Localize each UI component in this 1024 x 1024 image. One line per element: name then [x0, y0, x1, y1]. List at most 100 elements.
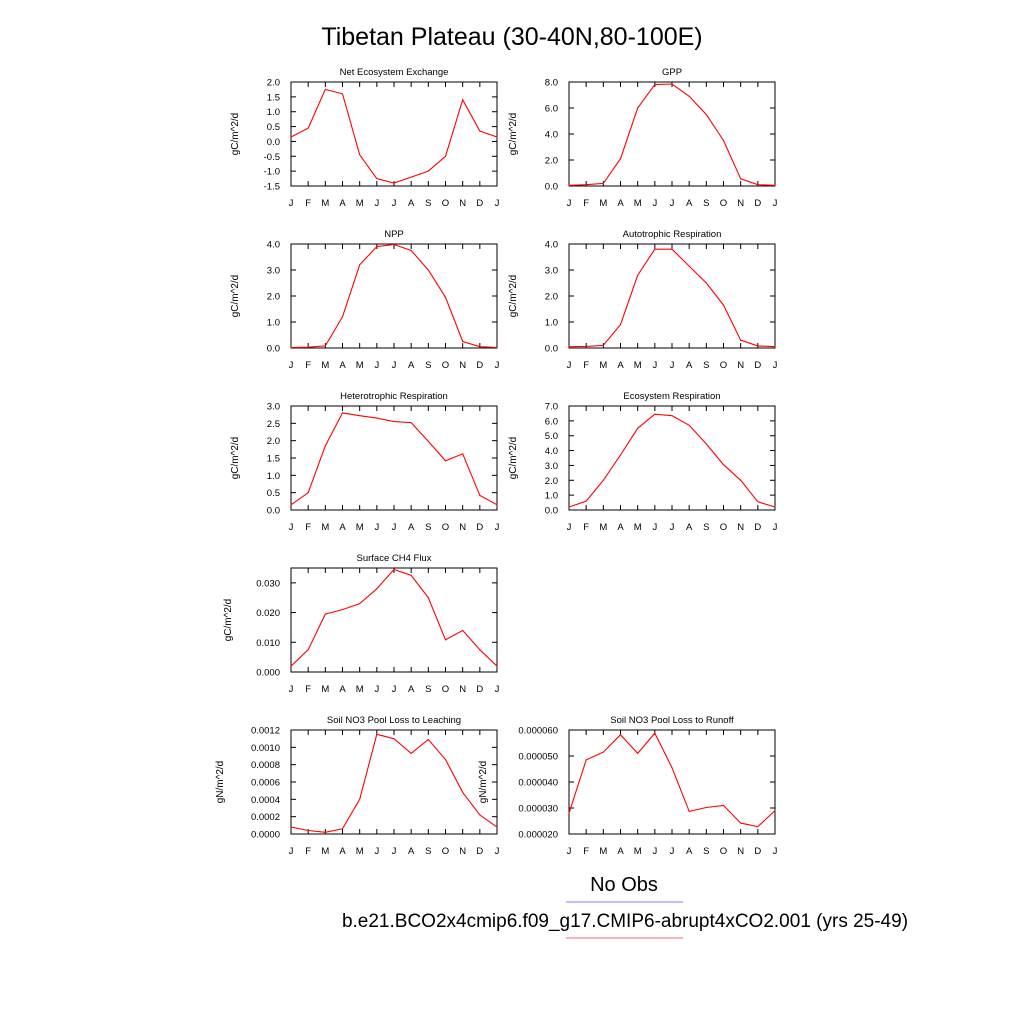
x-tick-label: O	[442, 360, 449, 371]
x-tick-label: A	[408, 846, 415, 857]
x-tick-label: J	[374, 360, 379, 371]
panel-title: NPP	[384, 229, 404, 240]
data-point	[774, 346, 776, 348]
data-point	[410, 422, 412, 424]
y-axis-label: gC/m^2/d	[230, 275, 241, 318]
data-point	[462, 791, 464, 793]
x-tick-label: J	[652, 522, 657, 533]
x-tick-label: D	[476, 522, 483, 533]
x-tick-label: F	[583, 522, 589, 533]
y-tick-label: 5.0	[545, 431, 558, 442]
series-line	[290, 568, 498, 667]
data-point	[723, 304, 724, 306]
data-point	[496, 504, 498, 506]
y-tick-label: 2.0	[545, 156, 558, 167]
y-tick-label: 3.0	[545, 461, 558, 472]
x-tick-label: J	[289, 522, 294, 533]
x-tick-label: A	[339, 198, 346, 209]
x-tick-label: A	[339, 684, 346, 695]
data-point	[568, 506, 570, 508]
x-tick-label: J	[392, 522, 397, 533]
data-point	[376, 588, 378, 590]
x-tick-label: N	[737, 522, 744, 533]
data-point	[307, 649, 309, 651]
data-point	[654, 413, 656, 415]
x-tick-label: J	[670, 846, 675, 857]
x-tick-label: D	[754, 522, 761, 533]
data-point	[654, 732, 656, 734]
data-point	[496, 826, 498, 828]
data-point	[688, 265, 690, 267]
data-point	[393, 568, 395, 570]
y-tick-label: 2.5	[267, 419, 280, 430]
x-tick-label: J	[773, 522, 778, 533]
y-axis-label: gC/m^2/d	[508, 113, 519, 156]
panel-title: Soil NO3 Pool Loss to Leaching	[327, 715, 461, 726]
data-point	[462, 99, 464, 101]
x-tick-label: A	[686, 522, 693, 533]
data-point	[462, 629, 464, 631]
data-point	[637, 427, 639, 429]
x-tick-label: J	[773, 198, 778, 209]
series-line	[568, 732, 776, 828]
x-tick-label: D	[476, 360, 483, 371]
data-point	[637, 107, 639, 109]
data-point	[774, 184, 776, 186]
x-tick-label: S	[703, 522, 709, 533]
x-tick-label: J	[567, 198, 572, 209]
y-tick-label: 4.0	[545, 130, 558, 141]
data-point	[723, 140, 724, 141]
x-tick-label: A	[339, 522, 346, 533]
x-tick-label: O	[442, 684, 449, 695]
x-tick-label: J	[652, 198, 657, 209]
data-point	[496, 665, 498, 667]
data-point	[445, 639, 446, 641]
data-point	[462, 453, 464, 455]
y-tick-label: 7.0	[545, 402, 558, 413]
data-point	[496, 346, 498, 348]
x-tick-label: M	[356, 198, 364, 209]
y-tick-label: 2.0	[267, 78, 280, 89]
panel-title: GPP	[662, 67, 682, 78]
y-tick-label: 4.0	[545, 446, 558, 457]
data-point	[620, 734, 621, 736]
x-tick-label: S	[425, 684, 431, 695]
y-tick-label: 1.5	[267, 92, 280, 103]
y-tick-label: 0.5	[267, 488, 280, 499]
plot-frame	[568, 243, 776, 349]
x-tick-label: N	[459, 684, 466, 695]
x-tick-label: J	[652, 846, 657, 857]
data-point	[342, 316, 343, 318]
x-tick-label: D	[754, 846, 761, 857]
x-tick-label: J	[374, 684, 379, 695]
x-tick-label: J	[495, 198, 500, 209]
x-tick-label: M	[634, 522, 642, 533]
x-tick-label: J	[495, 846, 500, 857]
data-point	[568, 812, 570, 814]
data-point	[723, 804, 724, 806]
data-point	[290, 665, 292, 667]
plot-frame	[290, 729, 498, 835]
x-tick-label: M	[356, 846, 364, 857]
y-tick-label: 0.030	[256, 578, 280, 589]
x-tick-label: D	[476, 198, 483, 209]
y-tick-label: -1.0	[264, 167, 280, 178]
y-tick-label: 0.0000	[251, 830, 280, 841]
x-tick-label: F	[305, 684, 311, 695]
data-point	[654, 248, 656, 250]
data-point	[427, 597, 429, 599]
x-tick-label: M	[356, 522, 364, 533]
data-point	[376, 178, 378, 180]
x-tick-label: O	[720, 198, 727, 209]
data-point	[307, 346, 309, 348]
data-point	[479, 346, 481, 348]
x-tick-label: A	[617, 198, 624, 209]
legend-label-no-obs: No Obs	[590, 874, 658, 896]
y-tick-label: 0.0	[545, 344, 558, 355]
data-point	[620, 158, 621, 160]
